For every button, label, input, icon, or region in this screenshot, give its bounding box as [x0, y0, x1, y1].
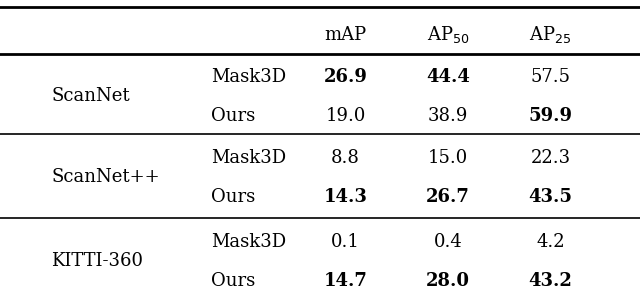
- Text: Ours: Ours: [211, 107, 255, 125]
- Text: 8.8: 8.8: [331, 149, 360, 167]
- Text: Ours: Ours: [211, 272, 255, 290]
- Text: 14.3: 14.3: [324, 188, 367, 206]
- Text: Mask3D: Mask3D: [211, 68, 286, 86]
- Text: AP$_{50}$: AP$_{50}$: [427, 24, 469, 45]
- Text: 28.0: 28.0: [426, 272, 470, 290]
- Text: 19.0: 19.0: [325, 107, 366, 125]
- Text: Mask3D: Mask3D: [211, 233, 286, 251]
- Text: mAP: mAP: [324, 26, 367, 44]
- Text: 43.5: 43.5: [529, 188, 572, 206]
- Text: 59.9: 59.9: [529, 107, 572, 125]
- Text: 38.9: 38.9: [428, 107, 468, 125]
- Text: Ours: Ours: [211, 188, 255, 206]
- Text: ScanNet: ScanNet: [51, 87, 130, 105]
- Text: 0.1: 0.1: [331, 233, 360, 251]
- Text: 0.4: 0.4: [434, 233, 462, 251]
- Text: 14.7: 14.7: [324, 272, 367, 290]
- Text: 26.9: 26.9: [324, 68, 367, 86]
- Text: KITTI-360: KITTI-360: [51, 253, 143, 270]
- Text: 44.4: 44.4: [426, 68, 470, 86]
- Text: 4.2: 4.2: [536, 233, 564, 251]
- Text: AP$_{25}$: AP$_{25}$: [529, 24, 572, 45]
- Text: 57.5: 57.5: [531, 68, 570, 86]
- Text: 43.2: 43.2: [529, 272, 572, 290]
- Text: 15.0: 15.0: [428, 149, 468, 167]
- Text: 26.7: 26.7: [426, 188, 470, 206]
- Text: Mask3D: Mask3D: [211, 149, 286, 167]
- Text: 22.3: 22.3: [531, 149, 570, 167]
- Text: ScanNet++: ScanNet++: [51, 168, 160, 187]
